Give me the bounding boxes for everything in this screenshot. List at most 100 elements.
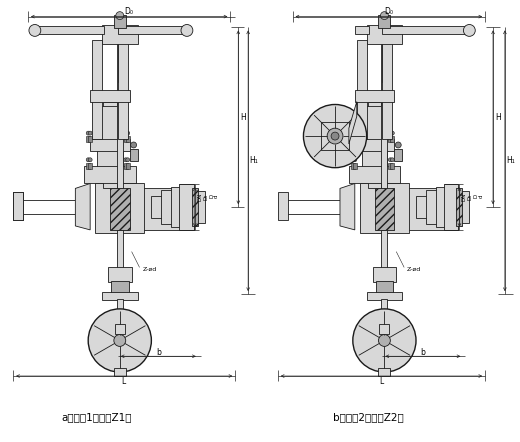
Bar: [382, 27, 471, 34]
Circle shape: [124, 131, 128, 135]
Circle shape: [88, 309, 151, 372]
Bar: [161, 191, 194, 224]
Bar: [353, 163, 357, 169]
Circle shape: [88, 158, 92, 162]
Bar: [416, 196, 459, 218]
Bar: [151, 196, 194, 218]
Bar: [84, 166, 136, 183]
Bar: [380, 324, 389, 334]
Bar: [388, 136, 392, 142]
Bar: [90, 90, 129, 102]
Text: D: D: [209, 194, 214, 198]
Bar: [394, 149, 402, 161]
Bar: [111, 281, 128, 293]
Bar: [382, 230, 387, 269]
Circle shape: [131, 142, 137, 148]
Text: L: L: [122, 377, 126, 386]
Text: Z-ød: Z-ød: [142, 267, 157, 272]
Circle shape: [395, 142, 401, 148]
Text: D₂: D₂: [468, 193, 473, 199]
Text: d: d: [214, 194, 219, 198]
Bar: [129, 149, 138, 161]
Bar: [92, 40, 102, 139]
Bar: [436, 187, 459, 227]
Circle shape: [463, 24, 475, 36]
Circle shape: [351, 158, 355, 162]
Polygon shape: [135, 188, 194, 230]
Circle shape: [331, 132, 339, 140]
Text: D₂: D₂: [203, 193, 208, 199]
Polygon shape: [374, 188, 394, 230]
Bar: [382, 32, 387, 188]
Text: d: d: [479, 194, 484, 198]
Text: DN: DN: [197, 192, 202, 201]
Bar: [382, 32, 386, 82]
Bar: [368, 102, 382, 188]
Bar: [117, 230, 123, 269]
Bar: [114, 15, 126, 28]
Bar: [355, 139, 394, 151]
Circle shape: [381, 11, 388, 19]
Circle shape: [304, 104, 367, 168]
Bar: [367, 292, 402, 300]
Circle shape: [327, 128, 343, 144]
Text: L: L: [379, 377, 384, 386]
Circle shape: [388, 158, 392, 162]
Circle shape: [351, 131, 355, 135]
Bar: [88, 163, 92, 169]
Circle shape: [86, 131, 90, 135]
Bar: [103, 102, 117, 188]
Bar: [118, 40, 128, 139]
Polygon shape: [75, 183, 90, 230]
Bar: [126, 136, 129, 142]
Text: H: H: [240, 113, 246, 122]
Bar: [372, 267, 396, 282]
Circle shape: [88, 131, 92, 135]
Bar: [86, 136, 90, 142]
Polygon shape: [340, 183, 355, 230]
Polygon shape: [349, 102, 357, 144]
Bar: [379, 368, 391, 376]
Bar: [459, 191, 470, 223]
Circle shape: [124, 158, 128, 162]
Bar: [33, 27, 104, 34]
Bar: [126, 163, 129, 169]
Bar: [382, 40, 392, 139]
Bar: [88, 136, 92, 142]
Text: H: H: [495, 113, 501, 122]
Bar: [124, 136, 128, 142]
Bar: [13, 192, 23, 220]
Bar: [355, 27, 369, 34]
Bar: [117, 299, 123, 324]
Bar: [360, 183, 409, 233]
Bar: [457, 188, 462, 226]
Bar: [118, 32, 122, 82]
Bar: [444, 184, 459, 230]
Bar: [375, 281, 393, 293]
Bar: [102, 24, 138, 44]
Bar: [13, 192, 23, 220]
Bar: [115, 324, 125, 334]
Bar: [124, 163, 128, 169]
Bar: [351, 136, 355, 142]
Bar: [95, 183, 145, 233]
Circle shape: [116, 11, 124, 19]
Bar: [321, 122, 349, 150]
Circle shape: [353, 309, 416, 372]
Bar: [102, 292, 138, 300]
Bar: [362, 107, 387, 180]
Text: D₀: D₀: [124, 7, 133, 16]
Bar: [194, 191, 205, 223]
Circle shape: [388, 131, 392, 135]
Bar: [114, 368, 126, 376]
Circle shape: [353, 131, 357, 135]
Circle shape: [353, 158, 357, 162]
Bar: [426, 191, 459, 224]
Bar: [367, 24, 402, 44]
Circle shape: [126, 158, 129, 162]
Bar: [179, 184, 194, 230]
Circle shape: [379, 335, 391, 347]
Circle shape: [181, 24, 193, 36]
Text: D: D: [474, 194, 479, 198]
Bar: [108, 267, 132, 282]
